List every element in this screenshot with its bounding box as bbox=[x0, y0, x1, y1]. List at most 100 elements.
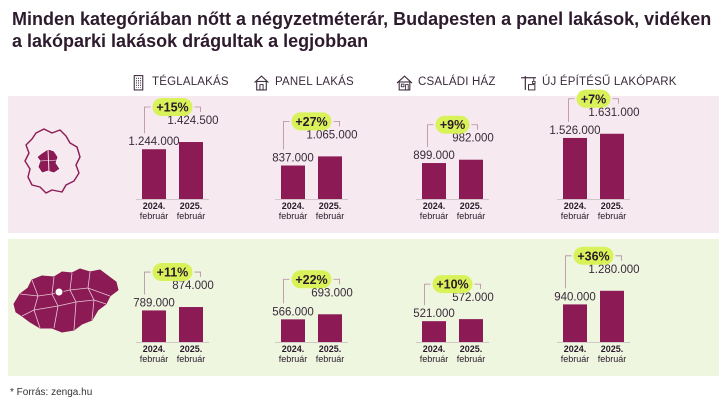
x-axis-label: 2024. bbox=[143, 201, 166, 211]
x-axis-label: február bbox=[420, 354, 449, 364]
change-label: +36% bbox=[577, 249, 609, 263]
change-label: +10% bbox=[436, 278, 468, 292]
brick-building-icon bbox=[133, 74, 144, 90]
bar bbox=[179, 142, 203, 199]
category-label: PANEL LAKÁS bbox=[275, 76, 354, 88]
category-header-uj-epitesu-lakopark: ÚJ ÉPÍTÉSŰ LAKÓPARK bbox=[520, 72, 677, 92]
x-axis-label: február bbox=[420, 211, 449, 221]
value-label: 693.000 bbox=[311, 287, 353, 299]
x-axis-label: 2024. bbox=[564, 201, 587, 211]
bar bbox=[459, 319, 483, 342]
x-axis-label: 2024. bbox=[423, 201, 446, 211]
bar bbox=[563, 304, 587, 342]
category-header-panel-lakas: PANEL LAKÁS bbox=[253, 72, 354, 92]
x-axis-label: február bbox=[140, 211, 169, 221]
change-connector bbox=[194, 271, 201, 278]
x-axis-label: február bbox=[598, 211, 627, 221]
x-axis-label: 2024. bbox=[143, 344, 166, 354]
x-axis-label: 2025. bbox=[601, 344, 624, 354]
house-icon bbox=[254, 74, 269, 90]
budapest-map-icon bbox=[24, 128, 81, 194]
change-connector bbox=[144, 106, 151, 134]
source-note: * Forrás: zenga.hu bbox=[10, 387, 93, 398]
family-house-icon bbox=[396, 74, 413, 90]
change-label: +15% bbox=[156, 101, 188, 115]
change-label: +22% bbox=[295, 273, 327, 287]
hungary-map-icon bbox=[13, 268, 119, 333]
change-connector bbox=[615, 255, 622, 261]
bar bbox=[600, 290, 624, 342]
value-label: 1.526.000 bbox=[549, 125, 600, 137]
change-badge bbox=[573, 246, 614, 265]
x-axis-label: február bbox=[457, 354, 486, 364]
category-header-teglalakas: TÉGLALAKÁS bbox=[130, 72, 229, 92]
value-label: 1.280.000 bbox=[588, 264, 639, 276]
bar bbox=[281, 319, 305, 342]
value-label: 874.000 bbox=[172, 280, 214, 292]
change-badge bbox=[435, 115, 470, 134]
change-connector bbox=[612, 98, 619, 104]
change-label: +27% bbox=[295, 115, 327, 129]
x-axis-label: 2025. bbox=[460, 344, 483, 354]
value-label: 940.000 bbox=[554, 291, 596, 303]
bar bbox=[142, 310, 166, 342]
bar bbox=[422, 321, 446, 342]
value-label: 1.244.000 bbox=[128, 136, 179, 148]
bar bbox=[142, 149, 166, 199]
x-axis-label: február bbox=[177, 354, 206, 364]
bar bbox=[281, 165, 305, 199]
x-axis-label: 2024. bbox=[564, 344, 587, 354]
value-label: 1.631.000 bbox=[588, 107, 639, 119]
x-axis-label: február bbox=[279, 211, 308, 221]
category-label: TÉGLALAKÁS bbox=[152, 76, 229, 88]
x-axis-label: február bbox=[316, 354, 345, 364]
x-axis-label: február bbox=[279, 354, 308, 364]
x-axis-label: 2025. bbox=[460, 201, 483, 211]
x-axis-label: 2025. bbox=[180, 344, 203, 354]
bar bbox=[563, 137, 587, 199]
value-label: 837.000 bbox=[272, 153, 314, 165]
change-connector bbox=[474, 283, 481, 290]
change-label: +7% bbox=[581, 92, 606, 106]
value-label: 789.000 bbox=[133, 297, 175, 309]
change-connector bbox=[144, 271, 151, 295]
category-label: ÚJ ÉPÍTÉSŰ LAKÓPARK bbox=[542, 76, 677, 88]
change-connector bbox=[333, 121, 340, 127]
value-label: 1.424.500 bbox=[167, 115, 218, 127]
x-axis-label: február bbox=[140, 354, 169, 364]
value-label: 982.000 bbox=[452, 133, 494, 145]
chart-title: Minden kategóriában nőtt a négyzetméterá… bbox=[12, 9, 712, 51]
change-connector bbox=[427, 124, 434, 148]
change-connector bbox=[568, 98, 575, 122]
bar bbox=[318, 314, 342, 342]
change-connector bbox=[283, 278, 290, 304]
change-label: +9% bbox=[440, 118, 465, 132]
x-axis-label: február bbox=[457, 211, 486, 221]
x-axis-label: 2025. bbox=[601, 201, 624, 211]
bar bbox=[459, 159, 483, 199]
change-badge bbox=[291, 270, 332, 289]
x-axis-label: 2024. bbox=[282, 344, 305, 354]
x-axis-label: február bbox=[177, 211, 206, 221]
change-badge bbox=[576, 89, 611, 108]
value-label: 572.000 bbox=[452, 292, 494, 304]
category-label: CSALÁDI HÁZ bbox=[418, 76, 496, 88]
change-badge bbox=[291, 112, 332, 131]
x-axis-label: 2025. bbox=[319, 201, 342, 211]
x-axis-label: 2024. bbox=[423, 344, 446, 354]
x-axis-label: 2025. bbox=[180, 201, 203, 211]
x-axis-label: 2025. bbox=[319, 344, 342, 354]
change-connector bbox=[471, 124, 478, 130]
x-axis-label: február bbox=[561, 354, 590, 364]
bar bbox=[179, 307, 203, 342]
crane-icon bbox=[521, 75, 536, 90]
category-header-csaladi-haz: CSALÁDI HÁZ bbox=[396, 72, 496, 92]
x-axis-label: február bbox=[598, 354, 627, 364]
value-label: 521.000 bbox=[413, 308, 455, 320]
value-label: 566.000 bbox=[272, 306, 314, 318]
bar bbox=[422, 163, 446, 199]
value-label: 899.000 bbox=[413, 150, 455, 162]
change-connector bbox=[194, 106, 201, 113]
change-badge bbox=[432, 275, 473, 294]
